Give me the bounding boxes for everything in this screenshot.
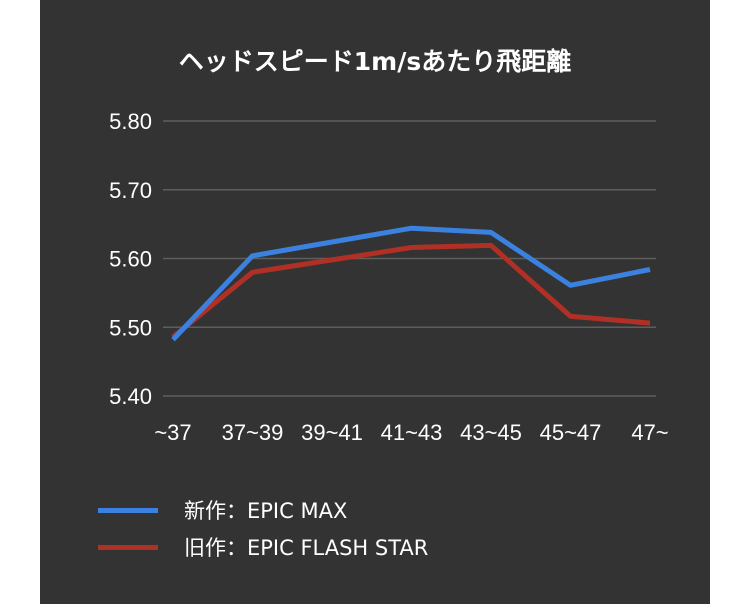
- y-tick-label: 5.80: [109, 109, 152, 134]
- line-chart: 5.80 5.70 5.60 5.50 5.40~37 37~39 39~41 41~43 43…: [109, 109, 668, 445]
- y-tick-label: 5.60: [109, 247, 152, 272]
- x-tick-label: 43~45: [460, 420, 522, 445]
- series-line-epic-max: [171, 225, 651, 342]
- legend-swatch-epic-max: [98, 507, 158, 513]
- legend-label-epic-max: 新作：EPIC MAX: [184, 499, 348, 523]
- chart-panel: ヘッドスピード1m/sあたり飛距離 5.80 5.70 5.60 5.50 5.40 ~3…: [40, 0, 710, 604]
- legend-item-epic-flash-star: 旧作：EPIC FLASH STAR: [98, 532, 428, 562]
- x-tick-label: 39~41: [301, 420, 363, 445]
- x-tick-label: 37~39: [222, 420, 284, 445]
- y-tick-label: 5.40: [109, 384, 152, 409]
- legend-item-epic-max: 新作：EPIC MAX: [98, 495, 347, 525]
- series-line-epic-flash-star: [171, 242, 651, 339]
- chart-title: ヘッドスピード1m/sあたり飛距離: [178, 47, 572, 76]
- y-tick-label: 5.50: [109, 315, 152, 340]
- x-tick-label: 45~47: [540, 420, 602, 445]
- x-tick-label: 41~43: [381, 420, 443, 445]
- x-tick-label: 47~: [631, 420, 668, 445]
- legend-swatch-epic-flash-star: [98, 544, 158, 550]
- y-tick-label: 5.70: [109, 178, 152, 203]
- x-tick-label: ~37: [154, 420, 191, 445]
- legend-label-epic-flash-star: 旧作：EPIC FLASH STAR: [184, 536, 429, 560]
